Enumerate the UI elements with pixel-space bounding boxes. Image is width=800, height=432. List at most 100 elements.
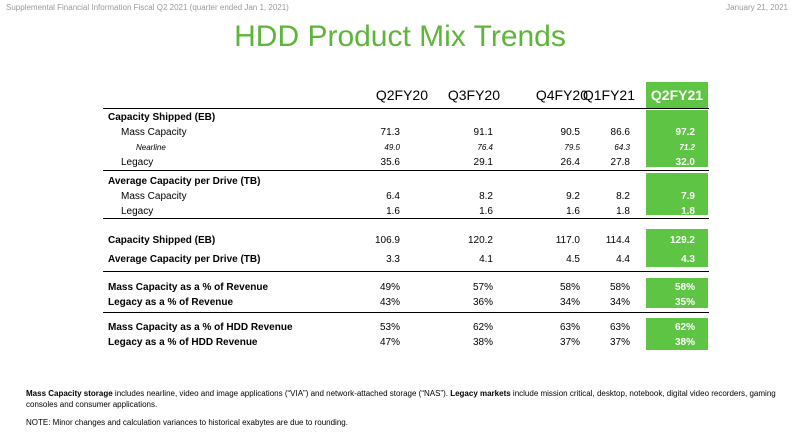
cell-value: 3.3 — [386, 254, 400, 265]
cell-value: 57% — [472, 282, 493, 293]
column-header-current: Q2FY21 — [646, 82, 708, 108]
footnote-text: includes nearline, video and image appli… — [112, 389, 451, 398]
cell-value-current: 129.2 — [669, 235, 695, 246]
table-row: Legacy as a % of HDD Revenue 47% 38% 37% 37%… — [0, 337, 800, 352]
cell-value: 8.2 — [616, 191, 630, 202]
cell-value-current: 71.2 — [679, 143, 695, 152]
row-label: Mass Capacity as a % of HDD Revenue — [108, 322, 293, 333]
cell-value-current: 4.3 — [681, 254, 695, 265]
cell-value: 53% — [379, 322, 400, 333]
cell-value: 90.5 — [560, 127, 580, 138]
row-label: Legacy — [121, 157, 154, 168]
table-row: Mass Capacity as a % of Revenue 49% 57% 58%… — [0, 282, 800, 297]
cell-value: 58% — [559, 282, 580, 293]
cell-value: 71.3 — [380, 127, 400, 138]
table-row: Capacity Shipped (EB) — [0, 112, 800, 127]
table-row: Legacy 1.6 1.6 1.6 1.8 1.8 — [0, 206, 800, 221]
table-divider — [103, 312, 709, 313]
table-divider — [103, 108, 709, 109]
cell-value: 4.4 — [616, 254, 630, 265]
cell-value: 91.1 — [473, 127, 493, 138]
cell-value: 114.4 — [605, 235, 630, 246]
footnote-bold-second: Legacy markets — [450, 389, 511, 398]
row-label: Capacity Shipped (EB) — [108, 112, 216, 123]
table-row: Legacy as a % of Revenue 43% 36% 34% 34% 35% — [0, 297, 800, 312]
column-header: Q4FY20 — [535, 87, 588, 103]
highlight-column-section-4 — [646, 278, 708, 308]
table-row: Average Capacity per Drive (TB) — [0, 176, 800, 191]
cell-value-current: 35% — [674, 297, 695, 308]
table-row: Average Capacity per Drive (TB) 3.3 4.1 4.5… — [0, 254, 800, 269]
table-row: Capacity Shipped (EB) 106.9 120.2 117.0 114.… — [0, 235, 800, 250]
cell-value: 58% — [609, 282, 630, 293]
row-label: Average Capacity per Drive (TB) — [108, 176, 261, 187]
cell-value: 1.6 — [566, 206, 580, 217]
cell-value-current: 32.0 — [675, 157, 695, 168]
row-label: Mass Capacity — [121, 191, 187, 202]
highlight-column-section-3 — [646, 229, 708, 267]
cell-value: 76.4 — [477, 143, 493, 152]
table-row: Mass Capacity as a % of HDD Revenue 53% 62… — [0, 322, 800, 337]
table-row: Nearline 49.0 76.4 79.5 64.3 71.2 — [0, 142, 800, 157]
table-row: Mass Capacity 71.3 91.1 90.5 86.6 97.2 — [0, 127, 800, 142]
cell-value: 117.0 — [555, 235, 580, 246]
column-header: Q2FY20 — [375, 87, 428, 103]
cell-value: 49% — [379, 282, 400, 293]
cell-value: 37% — [559, 337, 580, 348]
cell-value: 4.5 — [566, 254, 580, 265]
cell-value: 35.6 — [380, 157, 400, 168]
page-title: HDD Product Mix Trends — [234, 20, 566, 53]
rounding-note: NOTE: Minor changes and calculation vari… — [26, 418, 348, 427]
table-row: Mass Capacity 6.4 8.2 9.2 8.2 7.9 — [0, 191, 800, 206]
row-label: Nearline — [136, 143, 166, 152]
highlight-column-section-2 — [646, 173, 708, 215]
column-header: Q3FY20 — [447, 87, 500, 103]
cell-value: 86.6 — [610, 127, 630, 138]
footnote-text-second: include mission critical, desktop, noteb… — [26, 389, 776, 409]
cell-value: 1.6 — [479, 206, 493, 217]
report-header: Supplemental Financial Information Fisca… — [6, 3, 289, 12]
cell-value: 27.8 — [610, 157, 630, 168]
cell-value-current: 7.9 — [681, 191, 695, 202]
cell-value: 26.4 — [560, 157, 580, 168]
cell-value: 37% — [609, 337, 630, 348]
table-divider — [103, 218, 709, 219]
cell-value: 29.1 — [473, 157, 493, 168]
row-label: Legacy — [121, 206, 154, 217]
cell-value: 47% — [379, 337, 400, 348]
cell-value: 79.5 — [564, 143, 580, 152]
table-row: Legacy 35.6 29.1 26.4 27.8 32.0 — [0, 157, 800, 172]
cell-value: 9.2 — [566, 191, 580, 202]
cell-value-current: 1.8 — [681, 206, 695, 217]
column-header: Q1FY21 — [582, 87, 635, 103]
cell-value: 4.1 — [479, 254, 493, 265]
cell-value: 43% — [379, 297, 400, 308]
cell-value: 34% — [559, 297, 580, 308]
cell-value: 120.2 — [467, 235, 493, 246]
row-label: Mass Capacity — [121, 127, 187, 138]
cell-value: 6.4 — [386, 191, 400, 202]
cell-value: 8.2 — [479, 191, 493, 202]
cell-value: 1.6 — [386, 206, 400, 217]
cell-value: 63% — [559, 322, 580, 333]
cell-value: 106.9 — [374, 235, 400, 246]
footnote: Mass Capacity storage includes nearline,… — [26, 388, 786, 410]
cell-value: 49.0 — [384, 143, 400, 152]
cell-value: 1.8 — [616, 206, 630, 217]
row-label: Legacy as a % of Revenue — [108, 297, 234, 308]
report-date: January 21, 2021 — [726, 3, 788, 12]
row-label: Average Capacity per Drive (TB) — [108, 254, 261, 265]
footnote-bold-lead: Mass Capacity storage — [26, 389, 113, 398]
row-label: Capacity Shipped (EB) — [108, 235, 216, 246]
cell-value: 38% — [472, 337, 493, 348]
row-label: Legacy as a % of HDD Revenue — [108, 337, 258, 348]
highlight-column-section-5 — [646, 318, 708, 350]
cell-value: 62% — [472, 322, 493, 333]
table-divider — [103, 170, 709, 171]
cell-value-current: 58% — [674, 282, 695, 293]
cell-value-current: 38% — [674, 337, 695, 348]
cell-value: 34% — [609, 297, 630, 308]
table-divider — [103, 271, 709, 272]
cell-value: 36% — [472, 297, 493, 308]
cell-value-current: 97.2 — [675, 127, 695, 138]
